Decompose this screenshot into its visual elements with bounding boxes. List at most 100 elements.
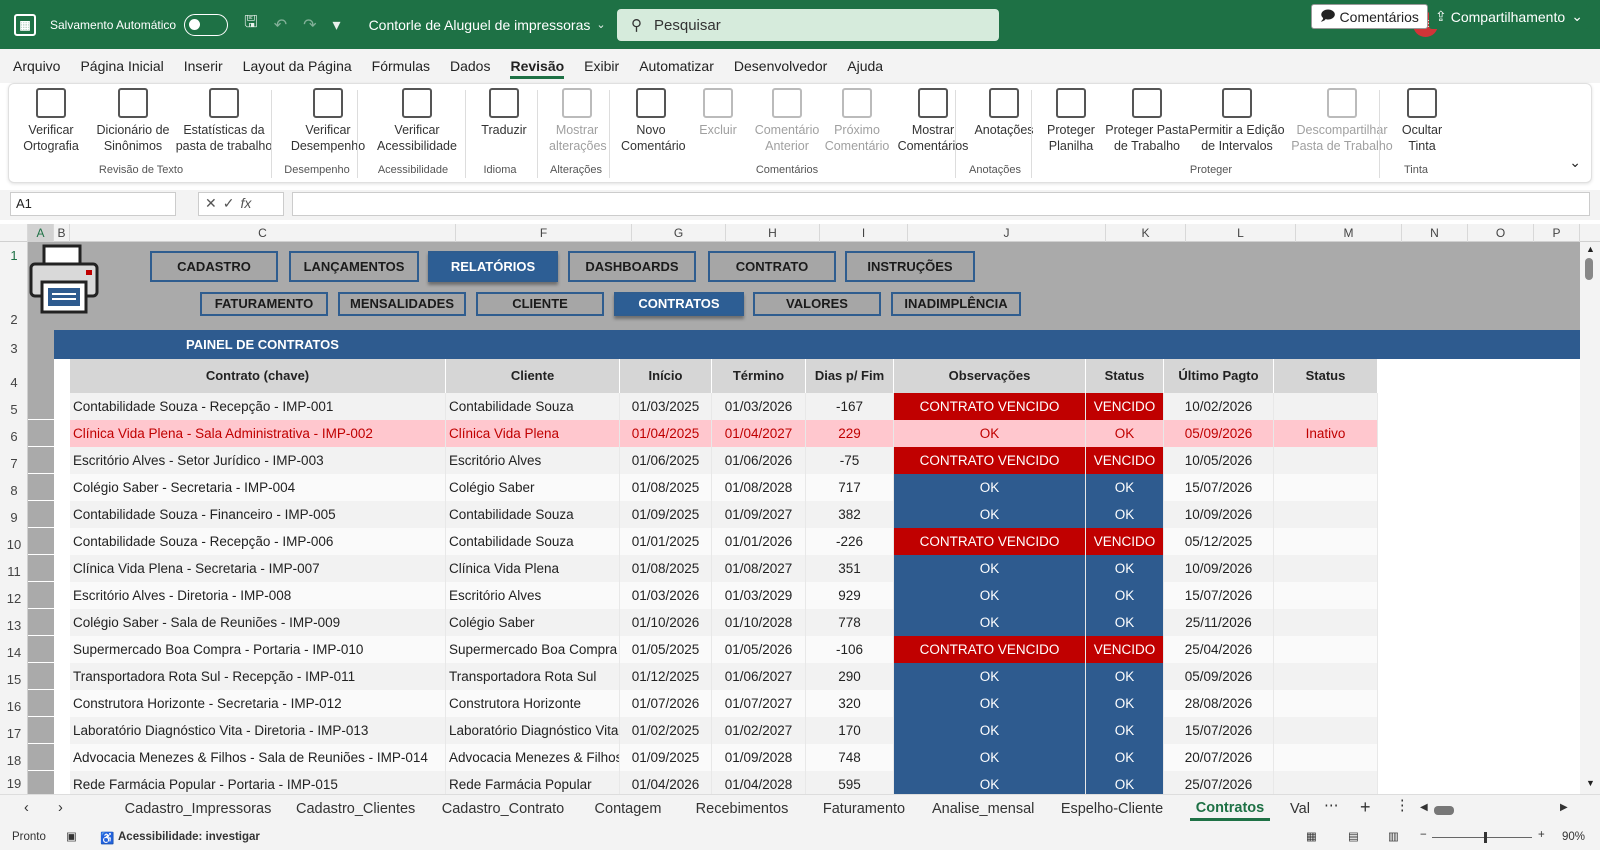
nav-sub-contratos-button[interactable]: CONTRATOS — [614, 292, 744, 316]
menu-arquivo[interactable]: Arquivo — [13, 58, 61, 74]
table-cell[interactable]: 01/01/2025 — [620, 528, 712, 555]
nav-sub-valores-button[interactable]: VALORES — [753, 292, 881, 316]
table-cell[interactable]: OK — [1086, 420, 1164, 447]
table-cell[interactable]: VENCIDO — [1086, 636, 1164, 663]
column-header-j[interactable]: J — [908, 224, 1106, 242]
horizontal-scrollbar[interactable]: ◀ ▶ — [1420, 802, 1570, 816]
collapse-ribbon-icon[interactable]: ⌄ — [1569, 154, 1581, 170]
nav-dashboards-button[interactable]: DASHBOARDS — [568, 251, 696, 282]
tab-prev-icon[interactable]: ‹ — [24, 800, 29, 816]
table-cell[interactable]: 01/02/2025 — [620, 717, 712, 744]
table-cell[interactable]: 01/08/2025 — [620, 555, 712, 582]
table-cell[interactable]: 717 — [806, 474, 894, 501]
table-cell[interactable]: OK — [1086, 474, 1164, 501]
table-row[interactable]: Colégio Saber - Sala de Reuniões - IMP-0… — [28, 609, 1378, 636]
table-row[interactable]: Escritório Alves - Setor Jurídico - IMP-… — [28, 447, 1378, 474]
table-cell[interactable]: 351 — [806, 555, 894, 582]
table-cell[interactable]: Contabilidade Souza - Recepção - IMP-001 — [70, 393, 446, 420]
zoom-level[interactable]: 90% — [1562, 831, 1586, 843]
search-box[interactable]: ⚲ Pesquisar — [617, 9, 999, 41]
row-header-13[interactable]: 13 — [6, 618, 22, 633]
table-cell[interactable]: OK — [894, 717, 1086, 744]
row-header-8[interactable]: 8 — [10, 483, 18, 498]
table-cell[interactable]: CONTRATO VENCIDO — [894, 393, 1086, 420]
sheet-tab-cadastro-contrato[interactable]: Cadastro_Contrato — [441, 801, 565, 817]
scroll-down-icon[interactable]: ▼ — [1586, 778, 1595, 788]
sheet-tab-cadastro-impressoras[interactable]: Cadastro_Impressoras — [124, 801, 272, 817]
column-header-f[interactable]: F — [456, 224, 632, 242]
table-cell[interactable]: 01/02/2027 — [712, 717, 806, 744]
menu-inserir[interactable]: Inserir — [183, 58, 223, 74]
table-cell[interactable]: Contabilidade Souza - Financeiro - IMP-0… — [70, 501, 446, 528]
page-break-icon[interactable]: ▥ — [1388, 831, 1399, 843]
column-header-i[interactable]: I — [820, 224, 908, 242]
table-cell[interactable]: Colégio Saber - Sala de Reuniões - IMP-0… — [70, 609, 446, 636]
table-cell[interactable]: Supermercado Boa Compra — [446, 636, 620, 663]
table-cell[interactable]: 05/09/2026 — [1164, 663, 1274, 690]
nav-sub-inadimplencia-button[interactable]: INADIMPLÊNCIA — [891, 292, 1021, 316]
table-cell[interactable]: OK — [894, 582, 1086, 609]
table-cell[interactable]: OK — [1086, 663, 1164, 690]
column-header-l[interactable]: L — [1186, 224, 1296, 242]
table-cell[interactable]: Clínica Vida Plena — [446, 555, 620, 582]
table-cell[interactable]: Clínica Vida Plena — [446, 420, 620, 447]
ribbon-dicionario-de-sinonimos-button[interactable]: Dicionário de Sinônimos — [93, 88, 173, 154]
table-cell[interactable]: Colégio Saber - Secretaria - IMP-004 — [70, 474, 446, 501]
table-cell[interactable]: 778 — [806, 609, 894, 636]
menu-desenvolvedor[interactable]: Desenvolvedor — [733, 58, 828, 74]
h-scroll-thumb[interactable] — [1434, 806, 1454, 815]
table-cell[interactable]: 01/04/2028 — [712, 771, 806, 794]
ribbon-proteger-planilha-button[interactable]: Proteger Planilha — [1043, 88, 1099, 154]
nav-contrato-button[interactable]: CONTRATO — [708, 251, 836, 282]
table-cell[interactable]: 28/08/2026 — [1164, 690, 1274, 717]
table-cell[interactable]: -167 — [806, 393, 894, 420]
name-box[interactable]: A1 — [10, 192, 176, 216]
table-cell[interactable]: 10/09/2026 — [1164, 501, 1274, 528]
table-cell[interactable]: OK — [894, 474, 1086, 501]
table-cell[interactable]: 01/09/2025 — [620, 744, 712, 771]
ribbon-estatisticas-da-pasta-de-trabalho-button[interactable]: Estatísticas da pasta de trabalho — [169, 88, 279, 154]
table-cell[interactable]: Escritório Alves — [446, 447, 620, 474]
table-cell[interactable]: 25/04/2026 — [1164, 636, 1274, 663]
table-cell[interactable]: VENCIDO — [1086, 447, 1164, 474]
column-header-p[interactable]: P — [1534, 224, 1580, 242]
row-header-11[interactable]: 11 — [7, 564, 21, 579]
table-cell[interactable]: 01/08/2028 — [712, 474, 806, 501]
table-cell[interactable]: Transportadora Rota Sul — [446, 663, 620, 690]
table-cell[interactable] — [1274, 744, 1378, 771]
ribbon-novo-comentario-button[interactable]: Novo Comentário — [621, 88, 686, 154]
save-icon[interactable]: 🖫 — [244, 14, 258, 31]
table-row[interactable]: Contabilidade Souza - Recepção - IMP-006… — [28, 528, 1378, 555]
column-header-m[interactable]: M — [1296, 224, 1402, 242]
table-cell[interactable]: 290 — [806, 663, 894, 690]
ribbon-ocultar-tinta-button[interactable]: Ocultar Tinta — [1397, 88, 1447, 154]
document-title[interactable]: Contorle de Aluguel de impressoras — [368, 16, 591, 33]
tab-next-icon[interactable]: › — [58, 800, 63, 816]
zoom-slider[interactable] — [1432, 837, 1532, 838]
table-cell[interactable]: OK — [894, 744, 1086, 771]
table-cell[interactable]: 01/03/2026 — [620, 582, 712, 609]
table-cell[interactable]: 05/09/2026 — [1164, 420, 1274, 447]
menu-revisao[interactable]: Revisão — [500, 49, 574, 83]
menu-layout-da-pagina[interactable]: Layout da Página — [242, 58, 352, 74]
row-header-9[interactable]: 9 — [10, 510, 18, 525]
table-cell[interactable]: Advocacia Menezes & Filhos — [446, 744, 620, 771]
table-cell[interactable] — [1274, 771, 1378, 794]
nav-sub-cliente-button[interactable]: CLIENTE — [476, 292, 604, 316]
table-row[interactable]: Escritório Alves - Diretoria - IMP-008 Es… — [28, 582, 1378, 609]
table-row[interactable]: Transportadora Rota Sul - Recepção - IMP… — [28, 663, 1378, 690]
table-cell[interactable]: VENCIDO — [1086, 528, 1164, 555]
comments-button[interactable]: 🗩 Comentários — [1311, 4, 1428, 29]
table-cell[interactable]: Laboratório Diagnóstico Vita — [446, 717, 620, 744]
table-cell[interactable]: 748 — [806, 744, 894, 771]
table-cell[interactable]: 15/07/2026 — [1164, 717, 1274, 744]
table-cell[interactable] — [1274, 636, 1378, 663]
nav-lancamentos-button[interactable]: LANÇAMENTOS — [289, 251, 419, 282]
table-row[interactable]: Contabilidade Souza - Recepção - IMP-001… — [28, 393, 1378, 420]
table-cell[interactable]: -75 — [806, 447, 894, 474]
ribbon-mostrar-comentarios-button[interactable]: Mostrar Comentários — [897, 88, 969, 154]
menu-ajuda[interactable]: Ajuda — [847, 58, 884, 74]
table-cell[interactable]: 01/03/2025 — [620, 393, 712, 420]
nav-instrucoes-button[interactable]: INSTRUÇÕES — [845, 251, 975, 282]
table-cell[interactable]: 382 — [806, 501, 894, 528]
